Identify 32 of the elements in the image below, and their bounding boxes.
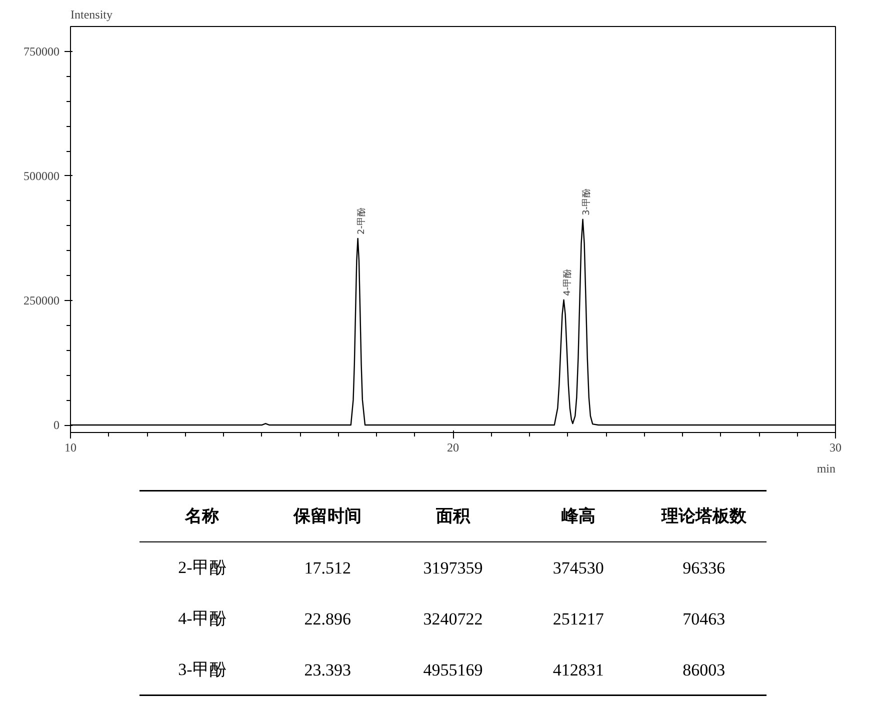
category-label: 峰高 xyxy=(561,506,596,526)
x-axis-title: min xyxy=(816,462,836,476)
text: 4955169 xyxy=(423,660,483,680)
x-tick-label: 10 xyxy=(64,440,76,454)
text: 86003 xyxy=(682,660,726,680)
text: 374530 xyxy=(552,558,604,578)
text: 23.393 xyxy=(304,660,351,680)
text: 251217 xyxy=(552,610,604,629)
text: 4-甲酚 xyxy=(178,609,226,628)
category-label: 面积 xyxy=(435,506,471,526)
y-axis-title: Intensity xyxy=(70,8,112,22)
text: 70463 xyxy=(682,610,726,629)
y-tick-label: 0 xyxy=(54,418,60,432)
category-label: 理论塔板数 xyxy=(660,506,748,526)
x-tick-label: 30 xyxy=(830,440,842,454)
y-tick-label: 500000 xyxy=(24,168,60,183)
annotation: 2-甲酚 xyxy=(356,207,367,234)
annotation: 4-甲酚 xyxy=(562,268,573,296)
text: 17.512 xyxy=(304,558,351,578)
text: 3197359 xyxy=(423,558,483,578)
category-label: 保留时间 xyxy=(292,506,362,526)
text: 22.896 xyxy=(304,610,351,629)
category-label: 名称 xyxy=(184,506,220,526)
text: 96336 xyxy=(682,558,726,578)
text: 2-甲酚 xyxy=(178,558,226,577)
y-tick-label: 250000 xyxy=(24,293,60,308)
text: 3-甲酚 xyxy=(178,660,226,680)
x-tick-label: 20 xyxy=(447,440,459,454)
annotation: 3-甲酚 xyxy=(580,188,592,216)
text: 3240722 xyxy=(423,610,483,629)
text: 412831 xyxy=(552,660,604,680)
y-tick-label: 750000 xyxy=(24,44,60,58)
